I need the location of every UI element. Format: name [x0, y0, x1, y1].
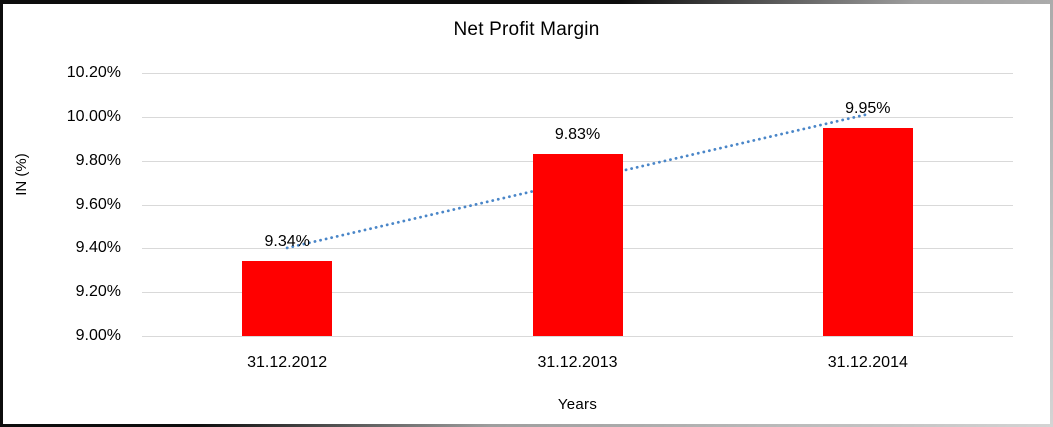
y-tick-label: 9.60%	[75, 195, 121, 213]
y-tick-label: 10.20%	[66, 64, 121, 81]
chart-canvas: Net Profit Margin IN (%) 9.34% 9.83% 9.95%…	[3, 4, 1050, 424]
y-tick-label: 10.00%	[66, 107, 121, 125]
y-axis-title: IN (%)	[11, 4, 31, 344]
data-label: 9.83%	[554, 126, 601, 144]
gridline	[142, 336, 1013, 337]
bar-31.12.2014	[822, 127, 913, 336]
y-axis-title-text: IN (%)	[12, 152, 30, 196]
x-tick-label: 31.12.2013	[537, 354, 618, 371]
y-tick-label: 9.40%	[75, 239, 121, 257]
trendline	[285, 112, 870, 250]
data-label: 9.34%	[264, 233, 310, 251]
y-tick-label: 9.80%	[75, 151, 121, 169]
data-label: 9.95%	[845, 99, 891, 117]
bar-31.12.2012	[242, 261, 333, 336]
x-tick-label: 31.12.2012	[247, 354, 328, 371]
y-tick-label: 9.20%	[75, 283, 121, 301]
y-tick-label: 9.00%	[75, 327, 121, 344]
plot-area: 9.34% 9.83% 9.95%	[142, 73, 1013, 337]
x-axis-title: Years	[557, 396, 598, 413]
x-tick-label: 31.12.2014	[827, 354, 908, 371]
gridline	[142, 73, 1013, 74]
bar-31.12.2013	[532, 154, 623, 336]
gridline	[142, 116, 1013, 118]
chart-title: Net Profit Margin	[453, 19, 600, 40]
